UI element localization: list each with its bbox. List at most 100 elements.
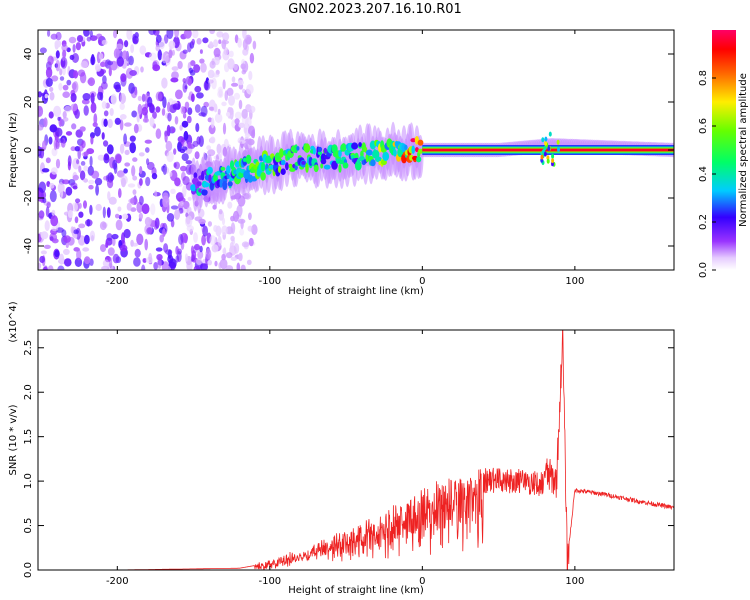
signal-blob bbox=[417, 139, 424, 146]
noise-blob bbox=[119, 93, 126, 104]
noise-blob bbox=[187, 141, 192, 149]
noise-blob bbox=[79, 126, 86, 132]
noise-blob bbox=[168, 40, 176, 49]
noise-blob bbox=[93, 113, 98, 125]
noise-blob bbox=[115, 84, 122, 93]
noise-blob bbox=[60, 56, 68, 69]
noise-blob bbox=[40, 191, 47, 200]
noise-blob bbox=[177, 60, 183, 70]
noise-blob bbox=[122, 50, 128, 60]
noise-blob bbox=[222, 32, 230, 41]
noise-blob bbox=[183, 130, 189, 141]
signal-blob bbox=[305, 162, 309, 173]
noise-blob bbox=[55, 50, 60, 59]
noise-blob bbox=[150, 203, 156, 216]
signal-blob bbox=[557, 147, 560, 152]
noise-blob bbox=[132, 175, 138, 181]
noise-blob bbox=[205, 248, 212, 260]
noise-blob bbox=[199, 49, 203, 54]
signal-blob bbox=[544, 140, 548, 146]
noise-blob bbox=[77, 69, 86, 77]
noise-blob bbox=[124, 122, 132, 127]
noise-blob bbox=[130, 44, 135, 54]
noise-blob bbox=[166, 124, 171, 137]
signal-blob bbox=[546, 158, 550, 164]
noise-blob bbox=[69, 54, 75, 61]
x-tick-label: 100 bbox=[565, 276, 584, 287]
noise-blob bbox=[71, 202, 79, 212]
noise-blob bbox=[144, 238, 148, 251]
noise-blob bbox=[45, 67, 53, 79]
noise-blob bbox=[179, 124, 183, 131]
noise-blob bbox=[139, 45, 147, 55]
noise-blob bbox=[193, 64, 201, 73]
noise-blob bbox=[196, 92, 204, 99]
signal-blob bbox=[222, 180, 228, 191]
colorbar-ticks: 0.0 0.2 0.4 0.6 0.8 bbox=[698, 70, 716, 278]
noise-blob bbox=[89, 155, 93, 167]
noise-blob bbox=[174, 177, 181, 187]
noise-blob bbox=[185, 215, 191, 225]
noise-blob bbox=[74, 257, 83, 267]
noise-blob bbox=[151, 172, 158, 180]
noise-blob bbox=[71, 123, 77, 130]
noise-blob bbox=[68, 36, 77, 44]
signal-blob bbox=[196, 181, 202, 187]
noise-blob bbox=[78, 202, 82, 209]
signal-blob bbox=[288, 163, 293, 169]
noise-blob bbox=[222, 79, 226, 90]
noise-blob bbox=[242, 30, 247, 40]
x-tick-label: -200 bbox=[106, 576, 129, 587]
noise-blob bbox=[43, 117, 48, 128]
noise-blob bbox=[209, 235, 217, 246]
noise-blob bbox=[73, 247, 80, 252]
noise-blob bbox=[199, 58, 205, 64]
noise-blob bbox=[148, 30, 156, 36]
noise-blob bbox=[174, 116, 179, 125]
noise-blob bbox=[144, 139, 152, 144]
noise-blob bbox=[90, 136, 94, 145]
noise-blob bbox=[246, 259, 252, 265]
noise-blob bbox=[171, 128, 175, 133]
noise-blob bbox=[228, 95, 235, 106]
noise-blob bbox=[211, 73, 220, 78]
noise-blob bbox=[177, 197, 186, 203]
signal-blob bbox=[245, 154, 252, 164]
noise-blob bbox=[161, 52, 169, 64]
noise-blob bbox=[194, 104, 201, 113]
signal-blob bbox=[203, 182, 210, 188]
signal-blob bbox=[193, 172, 198, 179]
noise-blob bbox=[89, 230, 96, 242]
noise-blob bbox=[61, 179, 70, 185]
signal-blob bbox=[356, 158, 360, 164]
noise-blob bbox=[221, 101, 227, 107]
noise-blob bbox=[115, 154, 122, 164]
noise-blob bbox=[101, 81, 108, 90]
noise-blob bbox=[141, 93, 146, 102]
noise-blob bbox=[48, 136, 53, 145]
noise-blob bbox=[96, 33, 103, 39]
noise-blob bbox=[45, 157, 51, 164]
noise-blob bbox=[123, 228, 131, 239]
noise-blob bbox=[103, 140, 109, 147]
signal-blob bbox=[342, 162, 349, 169]
noise-blob bbox=[115, 213, 120, 219]
noise-blob bbox=[184, 253, 189, 262]
noise-blob bbox=[196, 38, 202, 45]
noise-blob bbox=[105, 174, 110, 182]
noise-region bbox=[38, 30, 258, 270]
noise-blob bbox=[221, 225, 228, 236]
signal-blob bbox=[393, 149, 397, 157]
noise-blob bbox=[127, 183, 136, 188]
noise-blob bbox=[106, 233, 113, 241]
signal-blob bbox=[548, 131, 552, 137]
noise-blob bbox=[244, 133, 251, 138]
signal-blob bbox=[340, 143, 347, 152]
noise-blob bbox=[154, 217, 160, 229]
noise-blob bbox=[47, 30, 51, 37]
signal-blob bbox=[338, 164, 342, 173]
signal-blob bbox=[313, 164, 319, 173]
noise-blob bbox=[165, 140, 173, 152]
noise-blob bbox=[155, 247, 163, 252]
noise-blob bbox=[153, 262, 159, 270]
